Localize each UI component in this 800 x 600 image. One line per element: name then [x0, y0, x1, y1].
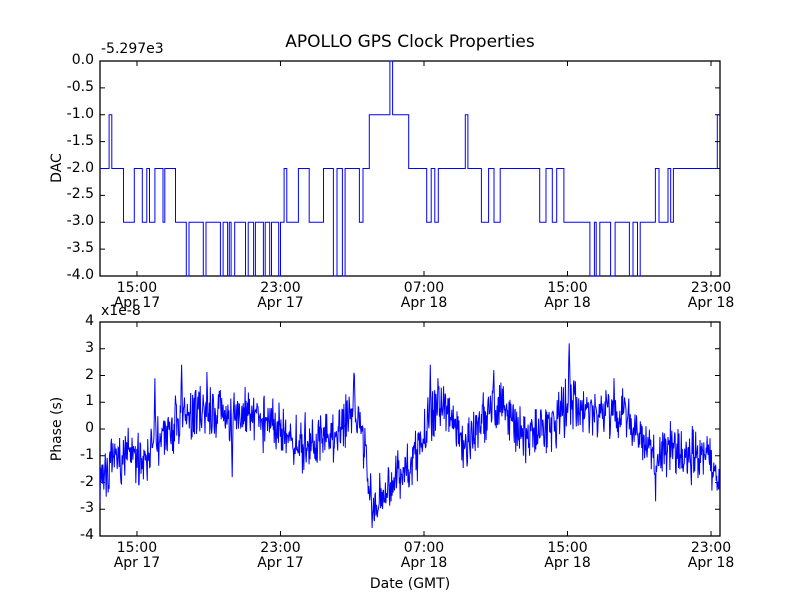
phase-ytick-label: 1	[85, 393, 94, 410]
phase-xtick-label: 23:00 Apr 17	[257, 540, 304, 571]
phase-xtick-label: 23:00 Apr 18	[687, 540, 735, 571]
phase-ytick-label: -2	[80, 473, 94, 490]
phase-ytick-label: -4	[80, 527, 94, 543]
dac-xtick-label: 23:00 Apr 18	[687, 280, 735, 311]
dac-ytick-label: -1.0	[66, 105, 94, 122]
phase-axis-scale-label: x1e-8	[101, 303, 141, 319]
phase-ytick-label: -3	[80, 500, 94, 517]
dac-xtick-label: 23:00 Apr 17	[257, 280, 304, 311]
dac-ytick-label: -2.5	[66, 186, 94, 203]
phase-ytick-label: -1	[80, 446, 94, 463]
phase-xtick-label: 15:00 Apr 18	[544, 540, 591, 571]
phase-xtick-label: 07:00 Apr 18	[400, 540, 448, 571]
dac-xtick-label: 07:00 Apr 18	[400, 280, 448, 311]
dac-xtick-label: 15:00 Apr 17	[113, 280, 161, 311]
dac-ytick-label: 0.0	[71, 52, 94, 68]
dac-ytick-label: -3.5	[66, 240, 94, 257]
dac-step-line	[100, 60, 720, 277]
dac-ytick-label: -1.5	[66, 132, 94, 149]
dac-ytick-label: -2.0	[66, 159, 94, 176]
dac-axis-offset-label: -5.297e3	[101, 41, 164, 57]
dac-ytick-label: -0.5	[66, 78, 94, 95]
phase-xtick-label: 15:00 Apr 17	[113, 540, 161, 571]
dac-ytick-label: -4.0	[66, 267, 94, 283]
phase-ytick-label: 2	[85, 366, 94, 383]
phase-ytick-label: 0	[85, 420, 94, 436]
date-axis-label: Date (GMT)	[369, 576, 451, 592]
dac-xtick-label: 15:00 Apr 18	[544, 280, 591, 311]
chart-title: APOLLO GPS Clock Properties	[285, 32, 535, 52]
phase-ytick-label: 4	[85, 313, 94, 329]
phase-ytick-label: 3	[85, 339, 94, 356]
dac-ytick-label: -3.0	[66, 213, 94, 230]
phase-noise-line	[99, 343, 721, 529]
